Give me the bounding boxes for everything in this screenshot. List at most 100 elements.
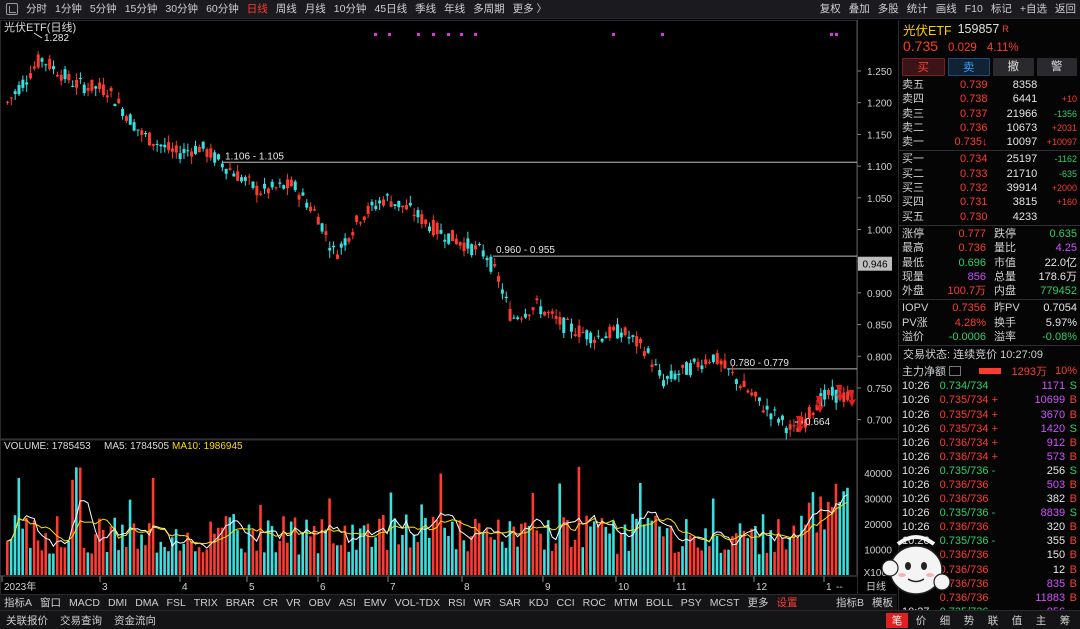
toolbar-button[interactable]: 多股 bbox=[877, 2, 899, 15]
cancel-button[interactable]: 撤 bbox=[993, 58, 1034, 76]
panel-tab[interactable]: 势 bbox=[963, 614, 975, 627]
order-book-row[interactable]: 卖一 0.735↓ 10097 +10097 bbox=[899, 135, 1080, 149]
period-tab[interactable]: 季线 bbox=[415, 2, 437, 15]
indicator-tab[interactable]: VOL-TDX bbox=[394, 596, 441, 609]
volume-bar bbox=[485, 529, 489, 575]
indicator-tab[interactable]: CR bbox=[262, 596, 279, 609]
indicator-tab[interactable]: SAR bbox=[499, 596, 521, 609]
panel-tab[interactable]: 价 bbox=[915, 614, 927, 627]
toolbar-button[interactable]: 复权 bbox=[819, 2, 841, 15]
indicator-tab[interactable]: 指标A bbox=[4, 597, 33, 609]
toolbar-button[interactable]: 返回 bbox=[1055, 2, 1076, 15]
panel-tab[interactable]: 值 bbox=[1011, 614, 1023, 627]
panel-tab[interactable]: 联 bbox=[987, 614, 999, 627]
indicator-tabs: 指标A 窗口 MACD DMI DMA FSL TRIX BRAR CR VR OBV ASI EMV V… bbox=[0, 594, 897, 610]
toolbar-button[interactable]: 统计 bbox=[906, 2, 928, 15]
bar-toggle-icon[interactable] bbox=[949, 366, 961, 377]
period-tab[interactable]: 5分钟 bbox=[89, 2, 117, 15]
quote-panel: 光伏ETF 159857 R 0.735 0.029 4.11% 买 卖 撤 警… bbox=[898, 20, 1080, 610]
panel-tab[interactable]: 筹 bbox=[1059, 614, 1071, 627]
order-book-row[interactable]: 买三 0.732 39914 +2000 bbox=[899, 181, 1080, 195]
indicator-tab[interactable]: ROC bbox=[582, 596, 606, 609]
period-tab[interactable]: 10分钟 bbox=[333, 2, 367, 15]
indicator-tab[interactable]: 设置 bbox=[776, 597, 798, 609]
indicator-tab[interactable]: TRIX bbox=[193, 596, 218, 609]
period-tab[interactable]: 月线 bbox=[304, 2, 326, 15]
order-book-row[interactable]: 卖二 0.736 10673 +2031 bbox=[899, 121, 1080, 135]
period-tab[interactable]: 30分钟 bbox=[165, 2, 199, 15]
kline-chart[interactable]: 光伏ETF(日线) 1.250 1.200 1.150 1.100 1.050 1.000 0… bbox=[0, 20, 897, 595]
indicator-tab[interactable]: FSL bbox=[166, 596, 186, 609]
indicator-tab[interactable]: CCI bbox=[556, 596, 575, 609]
volume-bar bbox=[562, 517, 565, 575]
period-tab[interactable]: 1分钟 bbox=[55, 2, 82, 15]
indicator-tab[interactable]: 指标B bbox=[835, 597, 864, 609]
period-tab[interactable]: 分时 bbox=[26, 2, 47, 15]
period-tab[interactable]: 周线 bbox=[275, 2, 297, 15]
order-book-row[interactable]: 卖四 0.738 6441 +10 bbox=[899, 92, 1080, 106]
period-tab[interactable]: 60分钟 bbox=[206, 2, 239, 15]
indicator-tab[interactable]: PSY bbox=[680, 596, 702, 609]
indicator-tab[interactable]: 更多 bbox=[747, 597, 769, 609]
indicator-tab[interactable]: BRAR bbox=[225, 596, 255, 609]
toolbar-button[interactable]: 画线 bbox=[935, 2, 957, 15]
order-book-row[interactable]: 买五 0.730 4233 bbox=[899, 210, 1080, 224]
stat-label: PV涨 bbox=[902, 316, 928, 329]
volume-bar bbox=[508, 521, 512, 575]
status-link[interactable]: 关联报价 bbox=[6, 614, 48, 627]
order-book-row[interactable]: 买二 0.733 21710 -635 bbox=[899, 167, 1080, 181]
tick-side: B bbox=[1069, 450, 1077, 463]
indicator-tab[interactable]: KDJ bbox=[528, 596, 549, 609]
toolbar-button[interactable]: 标记 bbox=[990, 2, 1012, 15]
indicator-tab[interactable]: ASI bbox=[338, 596, 356, 609]
panel-tab[interactable]: 细 bbox=[939, 614, 951, 627]
chart-config-icon[interactable] bbox=[6, 3, 18, 15]
candle-body bbox=[631, 335, 635, 337]
status-link[interactable]: 资金流向 bbox=[114, 614, 156, 627]
indicator-tab[interactable]: MACD bbox=[69, 596, 100, 609]
indicator-tab[interactable]: WR bbox=[473, 596, 492, 609]
period-tab[interactable]: 年线 bbox=[444, 2, 466, 15]
order-book-row[interactable]: 卖五 0.739 8358 bbox=[899, 78, 1080, 92]
period-tab[interactable]: 更多 〉 bbox=[512, 2, 548, 15]
level-price: 0.734 bbox=[959, 153, 988, 166]
main-flow-row[interactable]: 主力净额 1293万 10% bbox=[899, 363, 1080, 379]
indicator-tab[interactable]: EMV bbox=[363, 596, 387, 609]
toolbar-button[interactable]: +自选 bbox=[1019, 2, 1047, 15]
price-axis-label: 0.850 bbox=[867, 321, 892, 332]
indicator-tab[interactable]: DMI bbox=[107, 596, 128, 609]
period-tab[interactable]: 日线 bbox=[246, 2, 268, 15]
order-book-row[interactable]: 买一 0.734 25197 -1162 bbox=[899, 152, 1080, 166]
indicator-tab[interactable]: VR bbox=[286, 596, 301, 609]
chart-canvas[interactable]: 光伏ETF(日线) 1.250 1.200 1.150 1.100 1.050 1.000 0… bbox=[0, 20, 897, 595]
order-book-row[interactable]: 买四 0.731 3815 +160 bbox=[899, 195, 1080, 209]
trade-tape[interactable]: 10:26 0.734/734 1171 S 10:26 0.735/734 +10699… bbox=[899, 379, 1080, 610]
volume-bar bbox=[243, 552, 247, 575]
sell-button[interactable]: 卖 bbox=[947, 58, 990, 76]
indicator-tab[interactable]: 窗口 bbox=[40, 597, 62, 609]
indicator-tab[interactable]: 模板 bbox=[872, 597, 893, 609]
order-book-row[interactable]: 卖三 0.737 21966 -1356 bbox=[899, 107, 1080, 121]
toolbar-button[interactable]: F10 bbox=[964, 2, 983, 15]
period-tab[interactable]: 45日线 bbox=[374, 2, 408, 15]
status-link[interactable]: 交易查询 bbox=[60, 614, 102, 627]
buy-button[interactable]: 买 bbox=[902, 58, 945, 76]
panel-tab[interactable]: 主 bbox=[1035, 614, 1047, 627]
volume-bar bbox=[259, 504, 262, 575]
panel-tab[interactable]: 笔 bbox=[886, 612, 908, 628]
indicator-tab[interactable]: MCST bbox=[709, 596, 740, 609]
alert-button[interactable]: 警 bbox=[1036, 58, 1077, 76]
indicator-tab[interactable]: RSI bbox=[448, 596, 466, 609]
toolbar-button[interactable]: 叠加 bbox=[848, 2, 870, 15]
indicator-tab[interactable]: BOLL bbox=[645, 596, 673, 609]
candle-body bbox=[328, 247, 332, 251]
candle-body bbox=[71, 85, 75, 87]
candle-body bbox=[32, 66, 36, 69]
level-price: 0.739 bbox=[959, 79, 988, 91]
period-tab[interactable]: 15分钟 bbox=[124, 2, 158, 15]
period-tab[interactable]: 多周期 bbox=[473, 2, 505, 15]
indicator-tab[interactable]: DMA bbox=[135, 596, 159, 609]
indicator-tab[interactable]: OBV bbox=[308, 596, 331, 609]
candle-body bbox=[612, 326, 616, 331]
indicator-tab[interactable]: MTM bbox=[613, 596, 638, 609]
